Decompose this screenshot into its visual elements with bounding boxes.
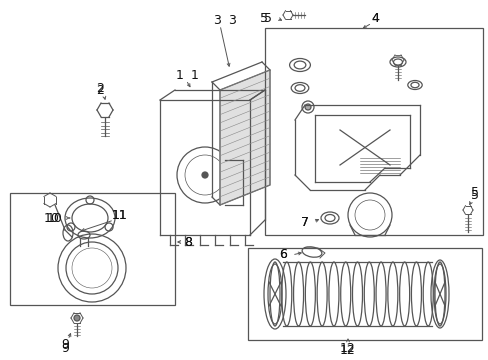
- Text: 2: 2: [96, 81, 104, 95]
- Text: 11: 11: [112, 208, 128, 221]
- Text: 5: 5: [470, 189, 478, 202]
- Text: 5: 5: [264, 12, 271, 24]
- Text: 8: 8: [183, 235, 192, 248]
- Circle shape: [74, 315, 80, 321]
- Text: 8: 8: [183, 235, 192, 248]
- Circle shape: [202, 172, 207, 178]
- Text: 5: 5: [470, 185, 478, 198]
- Text: 6: 6: [279, 248, 286, 261]
- Bar: [264, 28, 482, 235]
- Text: 4: 4: [370, 12, 378, 24]
- Text: 1: 1: [176, 68, 183, 81]
- Text: 9: 9: [61, 338, 69, 351]
- Text: 4: 4: [370, 12, 378, 24]
- Text: 3: 3: [227, 14, 235, 27]
- Text: 12: 12: [340, 343, 355, 356]
- Text: 12: 12: [340, 342, 355, 355]
- Circle shape: [305, 104, 310, 110]
- Text: 7: 7: [301, 216, 308, 229]
- Text: 5: 5: [260, 12, 267, 24]
- Text: 3: 3: [213, 14, 221, 27]
- Text: 7: 7: [301, 216, 308, 229]
- Bar: [247, 248, 481, 340]
- Text: 6: 6: [279, 248, 286, 261]
- Polygon shape: [220, 70, 269, 205]
- Text: 11: 11: [112, 208, 128, 221]
- Text: 9: 9: [61, 342, 69, 355]
- Text: 1: 1: [191, 68, 199, 81]
- Text: 10: 10: [47, 212, 63, 225]
- Text: 2: 2: [96, 84, 104, 96]
- Text: 10: 10: [44, 212, 60, 225]
- Bar: [10, 193, 175, 305]
